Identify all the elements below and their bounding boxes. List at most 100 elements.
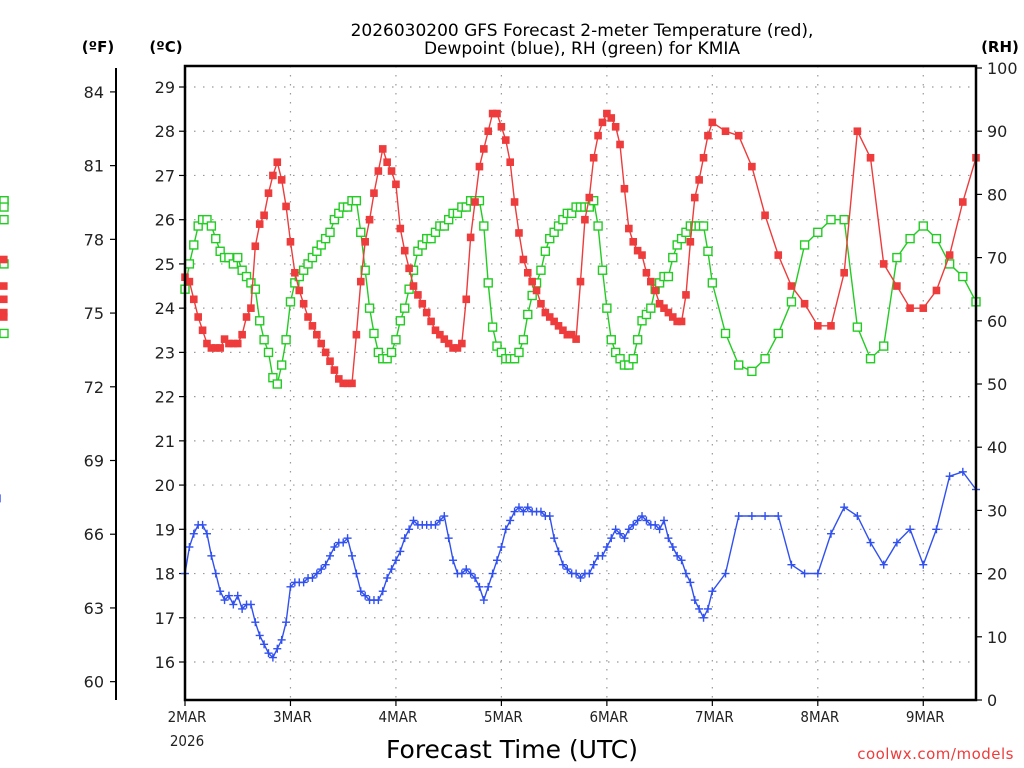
fahrenheit-tick-label: 63: [84, 599, 104, 618]
rh-point: [0, 202, 9, 212]
temperature-point: [216, 344, 224, 352]
temperature-point: [405, 264, 413, 273]
temperature-point: [840, 268, 848, 277]
dewpoint-point: [853, 512, 862, 521]
rh-tick-label: 90: [987, 122, 1007, 141]
temperature-point: [396, 224, 405, 233]
temperature-point: [598, 118, 607, 127]
rh-point: [356, 227, 366, 238]
dewpoint-point: [506, 516, 515, 525]
temperature-point: [708, 118, 717, 127]
dewpoint-point: [233, 591, 242, 600]
temperature-point: [501, 136, 510, 144]
dewpoint-point: [906, 525, 915, 534]
temperature-point: [339, 379, 347, 388]
dewpoint-point: [202, 529, 211, 538]
temperature-point: [519, 255, 528, 264]
relative-humidity-line: [184, 198, 977, 386]
temperature-point: [488, 109, 497, 118]
dewpoint-point: [523, 503, 532, 512]
dewpoint-point: [651, 520, 660, 529]
time-tick-label: 9MAR: [906, 708, 945, 726]
dewpoint-point: [563, 565, 572, 574]
rh-point: [707, 278, 718, 288]
rh-point: [400, 303, 410, 313]
time-tick-label: 6MAR: [589, 708, 628, 726]
dewpoint-point: [919, 560, 928, 569]
rh-point: [628, 354, 638, 364]
temperature-point: [827, 322, 835, 330]
temperature-point: [304, 313, 312, 321]
temperature-point: [203, 339, 211, 348]
temperature-point: [233, 339, 242, 348]
temperature-point: [682, 291, 690, 299]
temperature-point: [238, 330, 246, 339]
temperature-point: [251, 242, 260, 251]
dewpoint-point: [497, 543, 506, 551]
rh-point: [211, 233, 221, 244]
dewpoint-point: [466, 569, 475, 578]
dewpoint-point: [673, 551, 682, 560]
rh-point: [360, 265, 370, 275]
chart-title: 2026030200 GFS Forecast 2-meter Temperat…: [351, 21, 814, 41]
dewpoint-point: [277, 635, 286, 644]
rh-point: [0, 328, 9, 339]
rh-point: [518, 335, 529, 345]
temperature-point: [554, 322, 563, 330]
time-tick-label: 8MAR: [800, 708, 839, 726]
rh-point: [351, 196, 362, 206]
temperature-point: [365, 215, 374, 224]
dewpoint-point: [536, 507, 545, 516]
temperature-point: [418, 299, 427, 308]
temperature-point: [229, 339, 238, 348]
temperature-point: [616, 140, 624, 149]
dewpoint-point: [374, 596, 383, 605]
temperature-point: [374, 167, 383, 175]
celsius-tick-label: 19: [155, 520, 175, 539]
temperature-point: [800, 299, 809, 308]
dewpoint-point: [462, 565, 471, 574]
temperature-point: [282, 202, 290, 211]
fahrenheit-tick-label: 78: [84, 230, 104, 249]
dewpoint-point: [220, 596, 229, 605]
temperature-point: [326, 357, 334, 366]
rh-point: [369, 328, 379, 339]
temperature-point: [185, 277, 194, 286]
rh-series: [0, 196, 981, 389]
temperature-line: [184, 112, 977, 384]
temperature-point: [449, 344, 457, 352]
rh-tick-label: 100: [987, 59, 1018, 78]
rh-tick-label: 50: [987, 375, 1007, 394]
dewpoint-point: [576, 573, 585, 582]
dewpoint-point: [703, 604, 712, 613]
temperature-point: [255, 220, 264, 228]
dewpoint-point: [444, 534, 453, 543]
rh-point: [325, 227, 335, 238]
temperature-point: [655, 299, 664, 308]
dewpoint-point: [224, 591, 233, 600]
temperature-point: [198, 326, 207, 335]
temperature-point: [510, 198, 519, 206]
dewpoint-point: [677, 556, 686, 565]
dewpoint-point: [405, 525, 414, 534]
dewpoint-point: [642, 516, 651, 525]
dewpoint-point: [620, 534, 629, 543]
temperature-point: [277, 176, 286, 184]
rh-point: [255, 316, 265, 326]
rh-point: [747, 366, 757, 377]
dewpoint-point: [840, 503, 849, 512]
temperature-point: [704, 131, 712, 140]
temperature-point: [686, 238, 695, 246]
dewpoint-point: [317, 565, 326, 574]
rh-point: [189, 240, 199, 250]
credit-link[interactable]: coolwx.com/models: [857, 745, 1014, 763]
dewpoint-point: [229, 600, 238, 609]
dewpoint-point: [198, 520, 207, 529]
rh-axis: 0 10 20 30 40 50 60 70 80 90 100: [976, 59, 1018, 710]
dewpoint-point: [479, 596, 488, 605]
temperature-point: [647, 277, 655, 286]
temperature-point: [611, 123, 620, 131]
temperature-point: [493, 109, 501, 118]
temperature-point: [444, 339, 453, 348]
temperature-point: [414, 291, 422, 299]
